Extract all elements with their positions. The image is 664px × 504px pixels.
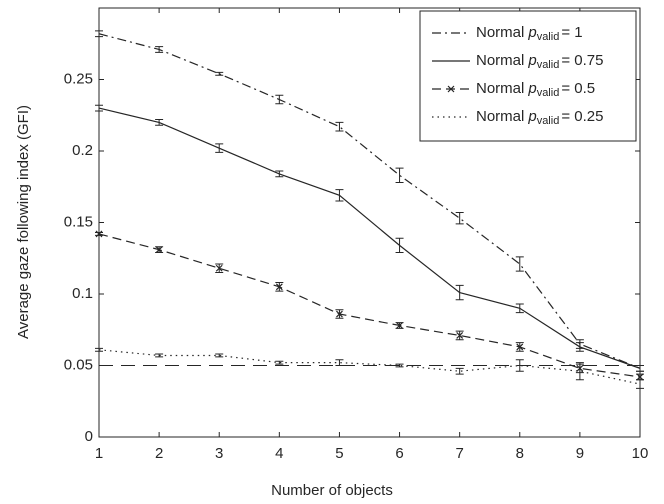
error-bar xyxy=(95,347,103,352)
error-bar xyxy=(275,360,284,365)
legend-name: Normal xyxy=(476,52,524,69)
x-tick-label: 8 xyxy=(516,445,524,462)
error-bar xyxy=(215,143,224,153)
legend-subscript: valid xyxy=(537,59,560,71)
legend-label: Normal pvalid = 0.25 xyxy=(476,108,603,127)
error-bar xyxy=(515,256,524,272)
error-bar xyxy=(335,121,344,132)
legend-name: Normal xyxy=(476,108,524,125)
legend-subscript: valid xyxy=(537,115,560,127)
legend-label: Normal pvalid = 0.5 xyxy=(476,80,595,99)
error-bar xyxy=(575,362,584,381)
error-bar xyxy=(455,211,464,225)
error-bar xyxy=(275,94,284,105)
legend-label: Normal pvalid = 1 xyxy=(476,24,583,43)
legend-label: Normal pvalid = 0.75 xyxy=(476,52,603,71)
y-tick-label: 0.2 xyxy=(72,142,93,159)
x-tick-label: 9 xyxy=(576,445,584,462)
error-bar xyxy=(395,237,404,254)
legend-name: Normal xyxy=(476,80,524,97)
legend-name: Normal xyxy=(476,24,524,41)
marker xyxy=(275,283,283,291)
error-bar xyxy=(515,303,524,314)
error-bar xyxy=(455,367,464,375)
error-bar xyxy=(335,189,344,202)
y-tick-label: 0 xyxy=(85,428,93,445)
x-tick-label: 3 xyxy=(215,445,223,462)
x-tick-label: 2 xyxy=(155,445,163,462)
error-bar xyxy=(395,363,404,368)
legend-param: p xyxy=(527,80,536,97)
error-bar xyxy=(335,359,344,366)
x-tick-label: 6 xyxy=(395,445,403,462)
error-bar xyxy=(155,46,164,53)
error-bar xyxy=(215,353,224,358)
marker xyxy=(215,264,223,272)
legend-param-value: = 1 xyxy=(561,24,582,41)
x-tick-label: 5 xyxy=(335,445,343,462)
legend-marker xyxy=(447,85,455,93)
legend-param-value: = 0.25 xyxy=(561,108,603,125)
marker xyxy=(636,373,644,381)
marker xyxy=(95,230,103,238)
error-bar xyxy=(155,353,164,358)
series-line xyxy=(98,233,641,378)
series-line xyxy=(98,33,641,369)
legend-param: p xyxy=(527,52,536,69)
x-tick-label: 10 xyxy=(632,445,649,462)
error-bar xyxy=(155,119,164,126)
y-tick-label: 0.15 xyxy=(64,213,93,230)
marker xyxy=(516,343,524,351)
legend-param: p xyxy=(527,24,536,41)
error-bar xyxy=(275,170,284,178)
error-bar xyxy=(575,342,584,352)
x-axis-label: Number of objects xyxy=(271,482,393,499)
x-tick-label: 1 xyxy=(95,445,103,462)
series-line xyxy=(98,349,641,385)
error-bar xyxy=(395,167,404,183)
error-bar xyxy=(95,30,103,38)
error-bar xyxy=(515,359,524,372)
marker xyxy=(155,246,163,254)
marker xyxy=(336,310,343,318)
x-tick-label: 7 xyxy=(455,445,463,462)
legend-subscript: valid xyxy=(537,31,560,43)
legend-param-value: = 0.5 xyxy=(561,80,595,97)
series-line xyxy=(98,107,641,369)
error-bar xyxy=(636,365,644,372)
marker xyxy=(456,332,464,339)
error-bar xyxy=(95,104,103,112)
marker xyxy=(396,322,403,329)
y-tick-label: 0.25 xyxy=(64,70,93,87)
error-bar xyxy=(215,71,224,76)
y-axis-label: Average gaze following index (GFI) xyxy=(15,105,32,339)
error-bar xyxy=(636,379,644,389)
y-tick-label: 0.05 xyxy=(64,356,93,373)
legend-param: p xyxy=(527,108,536,125)
error-bar xyxy=(455,284,464,301)
x-tick-label: 4 xyxy=(275,445,283,462)
legend-param-value: = 0.75 xyxy=(561,52,603,69)
legend-subscript: valid xyxy=(537,87,560,99)
y-tick-label: 0.1 xyxy=(72,285,93,302)
